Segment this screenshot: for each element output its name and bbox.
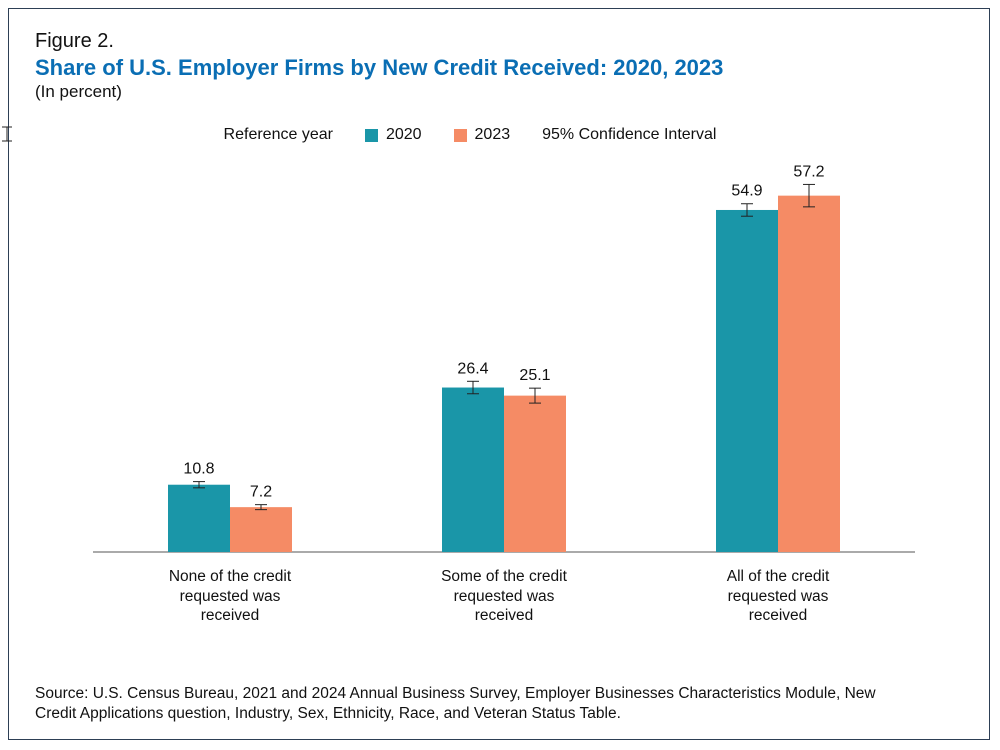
bar — [230, 507, 292, 552]
legend-swatch — [364, 128, 378, 142]
error-bar — [467, 380, 479, 395]
x-tick-label: None of the credit requested was receive… — [168, 568, 292, 624]
bar — [504, 395, 566, 552]
chart-subtitle: (In percent) — [35, 82, 122, 101]
error-bar — [803, 183, 815, 208]
legend-swatch — [453, 128, 467, 142]
error-bar — [529, 387, 541, 404]
legend: Reference year 2020 2023 95% Confidence In… — [0, 126, 940, 144]
frame — [8, 8, 990, 740]
data-label: 10.8 — [183, 461, 214, 478]
legend-label: 95% Confidence Interval — [542, 126, 717, 143]
error-bar — [255, 504, 267, 511]
bar — [168, 484, 230, 552]
bar — [778, 195, 840, 553]
legend-label: 2020 — [385, 126, 422, 143]
error-bar — [741, 203, 753, 217]
legend-label: 2023 — [474, 126, 511, 143]
error-bar — [193, 481, 205, 489]
data-label: 7.2 — [250, 484, 272, 501]
chart-title: Share of U.S. Employer Firms by New Cred… — [35, 55, 724, 80]
legend-title: Reference year — [223, 126, 333, 143]
source-note: Source: U.S. Census Bureau, 2021 and 202… — [35, 685, 876, 722]
legend-ci-icon — [2, 126, 12, 142]
data-label: 54.9 — [731, 183, 762, 200]
bar — [716, 209, 778, 552]
data-label: 26.4 — [457, 360, 488, 377]
x-tick-label: Some of the credit requested was receive… — [441, 568, 567, 624]
figure-label: Figure 2. — [35, 30, 114, 52]
data-label: 25.1 — [519, 367, 550, 384]
bar — [442, 387, 504, 552]
data-label: 57.2 — [793, 163, 824, 180]
x-tick-label: All of the credit requested was received — [726, 568, 830, 624]
